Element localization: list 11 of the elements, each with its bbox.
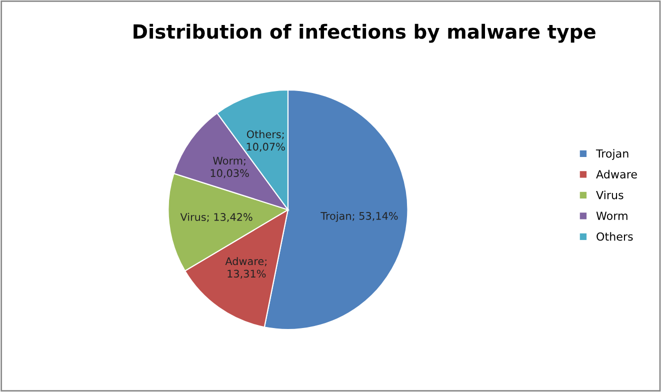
data-label: Trojan; 53,14% xyxy=(320,212,398,222)
data-label: Others; 10,07% xyxy=(246,130,285,152)
legend-label: Trojan xyxy=(596,149,628,160)
legend-label: Worm xyxy=(596,212,628,220)
legend-label: Adware xyxy=(596,170,637,178)
data-label: Virus; 13,42% xyxy=(180,212,252,222)
legend-label: Virus xyxy=(596,190,624,200)
chart-title: Distribution of infections by malware type xyxy=(134,24,596,43)
data-label: Worm; 10,03% xyxy=(210,156,249,178)
legend-label: Others xyxy=(596,232,633,241)
data-label: Adware; 13,31% xyxy=(225,257,266,279)
